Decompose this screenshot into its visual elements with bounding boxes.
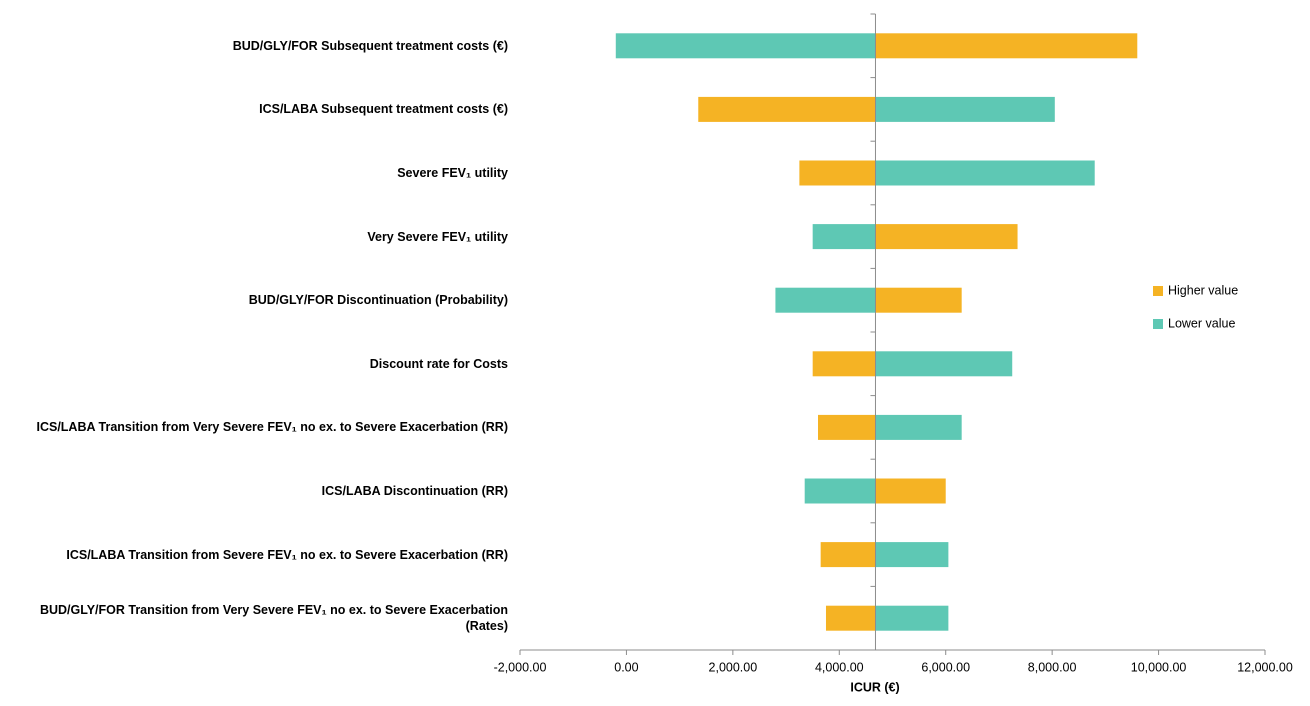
bar xyxy=(875,414,962,440)
category-label: ICS/LABA Transition from Severe FEV₁ no … xyxy=(66,547,508,562)
bar xyxy=(875,351,1013,377)
bar xyxy=(799,160,876,186)
bar xyxy=(875,33,1138,59)
bar xyxy=(812,351,876,377)
category-label: ICS/LABA Transition from Very Severe FEV… xyxy=(36,420,508,435)
legend-label: Lower value xyxy=(1168,316,1235,330)
category-label: BUD/GLY/FOR Discontinuation (Probability… xyxy=(248,293,508,308)
bar xyxy=(820,542,876,568)
category-label: Severe FEV₁ utility xyxy=(397,166,508,180)
legend-label: Higher value xyxy=(1168,283,1238,297)
category-label: BUD/GLY/FOR Subsequent treatment costs (… xyxy=(232,38,508,53)
bar xyxy=(875,478,946,504)
bar xyxy=(615,33,876,59)
bar xyxy=(875,224,1018,250)
bar xyxy=(875,605,949,631)
legend-marker xyxy=(1153,319,1163,329)
x-axis-title: ICUR (€) xyxy=(850,680,899,694)
x-tick-label: 4,000.00 xyxy=(815,660,864,674)
category-label: Very Severe FEV₁ utility xyxy=(367,229,508,244)
x-tick-label: 2,000.00 xyxy=(709,660,758,674)
x-tick-label: 12,000.00 xyxy=(1237,660,1293,674)
bar xyxy=(825,605,876,631)
bar xyxy=(875,160,1095,186)
x-tick-label: 0.00 xyxy=(614,660,638,674)
category-label: BUD/GLY/FOR Transition from Very Severe … xyxy=(39,603,508,634)
x-tick-label: -2,000.00 xyxy=(494,660,547,674)
legend-marker xyxy=(1153,286,1163,296)
category-label: ICS/LABA Discontinuation (RR) xyxy=(321,484,508,498)
category-label: ICS/LABA Subsequent treatment costs (€) xyxy=(259,102,508,117)
x-tick-label: 10,000.00 xyxy=(1131,660,1187,674)
category-label: Discount rate for Costs xyxy=(369,356,508,371)
bar xyxy=(812,224,876,250)
bar xyxy=(698,96,876,122)
bar xyxy=(775,287,876,313)
bar xyxy=(875,287,962,313)
bar xyxy=(875,542,949,568)
bar xyxy=(804,478,876,504)
bar xyxy=(875,96,1055,122)
bar xyxy=(818,414,876,440)
x-tick-label: 6,000.00 xyxy=(921,660,970,674)
x-tick-label: 8,000.00 xyxy=(1028,660,1077,674)
